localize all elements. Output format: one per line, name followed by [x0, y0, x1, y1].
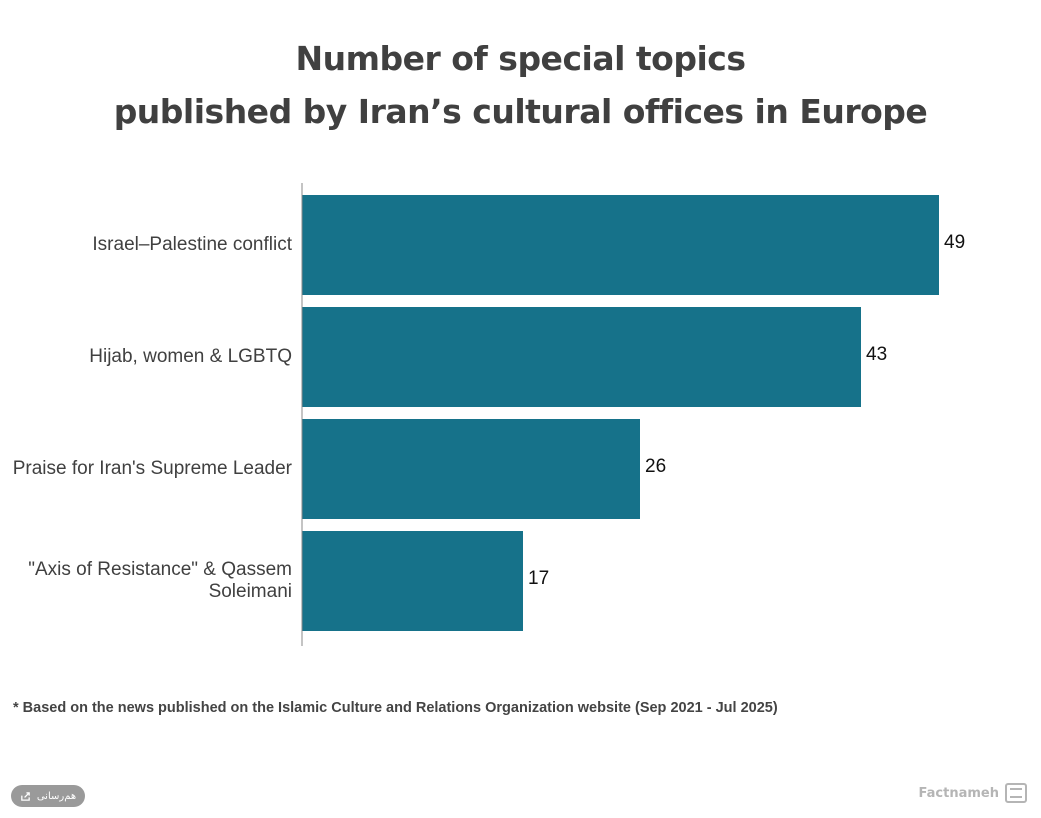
chart-title-line-1: Number of special topics: [295, 39, 746, 78]
brand[interactable]: Factnameh: [919, 783, 1027, 803]
bar: [302, 531, 523, 631]
data-label: 26: [645, 456, 666, 477]
category-label: Soleimani: [209, 581, 292, 602]
category-label: Hijab, women & LGBTQ: [89, 346, 292, 367]
data-label: 49: [944, 232, 965, 253]
footnote: * Based on the news published on the Isl…: [13, 700, 778, 716]
bar: [302, 307, 861, 407]
share-button[interactable]: هم‌رسانی: [11, 785, 85, 807]
factnameh-logo-icon: [1005, 783, 1027, 803]
share-icon: [21, 791, 30, 801]
chart-title: Number of special topics published by Ir…: [0, 32, 1041, 138]
bar: [302, 195, 939, 295]
data-label: 43: [866, 344, 887, 365]
brand-name: Factnameh: [918, 785, 999, 801]
chart-title-line-2: published by Iran’s cultural offices in …: [113, 92, 928, 131]
data-label: 17: [528, 568, 549, 589]
category-label: Praise for Iran's Supreme Leader: [13, 458, 293, 479]
category-label: Israel–Palestine conflict: [92, 234, 292, 255]
bar: [302, 419, 640, 519]
share-label: هم‌رسانی: [36, 790, 77, 802]
category-label: "Axis of Resistance" & Qassem: [28, 559, 292, 580]
